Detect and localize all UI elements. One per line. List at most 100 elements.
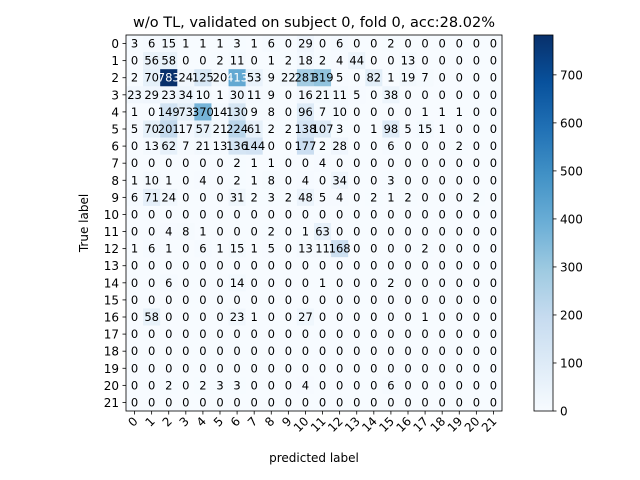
matrix-cell: [416, 257, 434, 275]
matrix-cell: [433, 137, 452, 155]
matrix-cell: [450, 274, 469, 292]
cell-value-label: 1: [131, 105, 138, 119]
matrix-cell: [262, 188, 281, 207]
cell-value-label: 0: [473, 242, 480, 256]
matrix-cell: [399, 223, 417, 241]
matrix-cell: [484, 257, 503, 275]
matrix-cell: [228, 274, 246, 292]
cell-value-label: 0: [490, 378, 497, 392]
matrix-cell: [126, 86, 144, 104]
cell-value-label: 15: [230, 242, 245, 256]
cell-value-label: 0: [268, 378, 275, 392]
matrix-cell: [365, 188, 383, 207]
matrix-cell: [433, 274, 452, 292]
cell-value-label: 29: [298, 37, 313, 51]
matrix-cell: [194, 120, 212, 138]
matrix-cell: [194, 376, 212, 395]
cell-value-label: 0: [387, 105, 394, 119]
matrix-cell: [279, 86, 298, 104]
cell-value-label: 6: [199, 242, 206, 256]
matrix-cell: [348, 154, 366, 173]
matrix-cell: [314, 223, 332, 241]
matrix-cell: [228, 69, 246, 87]
matrix-cell: [211, 240, 229, 258]
matrix-cell: [382, 188, 400, 207]
matrix-cell: [143, 274, 161, 292]
matrix-cell: [126, 308, 144, 326]
matrix-cell: [331, 274, 349, 292]
cell-value-label: 4: [319, 156, 326, 170]
cell-value-label: 1: [387, 71, 394, 85]
cell-value-label: 15: [418, 122, 433, 136]
matrix-cell: [382, 205, 400, 224]
matrix-cell: [450, 188, 469, 207]
cell-value-label: 1: [199, 225, 206, 239]
matrix-cell: [126, 393, 144, 412]
cell-value-label: 0: [473, 71, 480, 85]
matrix-cell: [348, 376, 366, 395]
matrix-cell: [126, 137, 144, 155]
cell-value-label: 281: [294, 71, 316, 85]
matrix-cell: [467, 171, 486, 190]
matrix-cell: [433, 69, 452, 87]
matrix-cell: [416, 86, 434, 104]
cell-value-label: 0: [353, 361, 360, 375]
cell-value-label: 0: [319, 310, 326, 324]
matrix-cell: [194, 137, 212, 155]
cell-value-label: 0: [473, 156, 480, 170]
matrix-cell: [177, 376, 195, 395]
matrix-cell: [296, 291, 315, 309]
cell-value-label: 8: [182, 225, 189, 239]
cell-value-label: 0: [473, 310, 480, 324]
cell-value-label: 2: [268, 225, 275, 239]
y-tick-label: 18: [104, 345, 119, 359]
matrix-cell: [262, 393, 281, 412]
matrix-cell: [160, 393, 178, 412]
cell-value-label: 5: [319, 190, 326, 204]
matrix-cell: [279, 376, 298, 395]
cell-value-label: 0: [285, 310, 292, 324]
matrix-cell: [262, 223, 281, 241]
cell-value-label: 1: [319, 276, 326, 290]
cell-value-label: 21: [213, 122, 228, 136]
cell-value-label: 2: [319, 139, 326, 153]
cell-value-label: 0: [353, 276, 360, 290]
matrix-cell: [143, 69, 161, 87]
matrix-cell: [399, 240, 417, 258]
matrix-cell: [262, 359, 281, 378]
matrix-cell: [296, 154, 315, 173]
matrix-cell: [331, 308, 349, 326]
matrix-cell: [314, 35, 332, 53]
cell-value-label: 71: [144, 190, 159, 204]
matrix-cell: [228, 240, 246, 258]
matrix-cell: [467, 325, 486, 343]
cell-value-label: 31: [230, 190, 245, 204]
matrix-cell: [484, 171, 503, 190]
cell-value-label: 0: [182, 173, 189, 187]
matrix-cell: [211, 120, 229, 138]
matrix-cell: [211, 188, 229, 207]
cell-value-label: 24: [178, 71, 193, 85]
colorbar-tick-label: 300: [560, 260, 583, 274]
cell-value-label: 70: [144, 71, 159, 85]
cell-value-label: 0: [404, 293, 411, 307]
cell-value-label: 0: [251, 361, 258, 375]
cell-value-label: 0: [148, 225, 155, 239]
matrix-cell: [177, 137, 195, 155]
cell-value-label: 1: [268, 54, 275, 68]
matrix-cell: [160, 274, 178, 292]
cell-value-label: 0: [285, 225, 292, 239]
matrix-cell: [228, 325, 246, 343]
matrix-cell: [331, 154, 349, 173]
cell-value-label: 0: [439, 276, 446, 290]
cell-value-label: 0: [319, 327, 326, 341]
cell-value-label: 0: [490, 156, 497, 170]
cell-value-label: 0: [387, 293, 394, 307]
matrix-cell: [348, 291, 366, 309]
matrix-cell: [365, 274, 383, 292]
cell-value-label: 0: [404, 259, 411, 273]
cell-value-label: 56: [144, 54, 159, 68]
matrix-cell: [245, 205, 264, 224]
cell-value-label: 0: [439, 293, 446, 307]
